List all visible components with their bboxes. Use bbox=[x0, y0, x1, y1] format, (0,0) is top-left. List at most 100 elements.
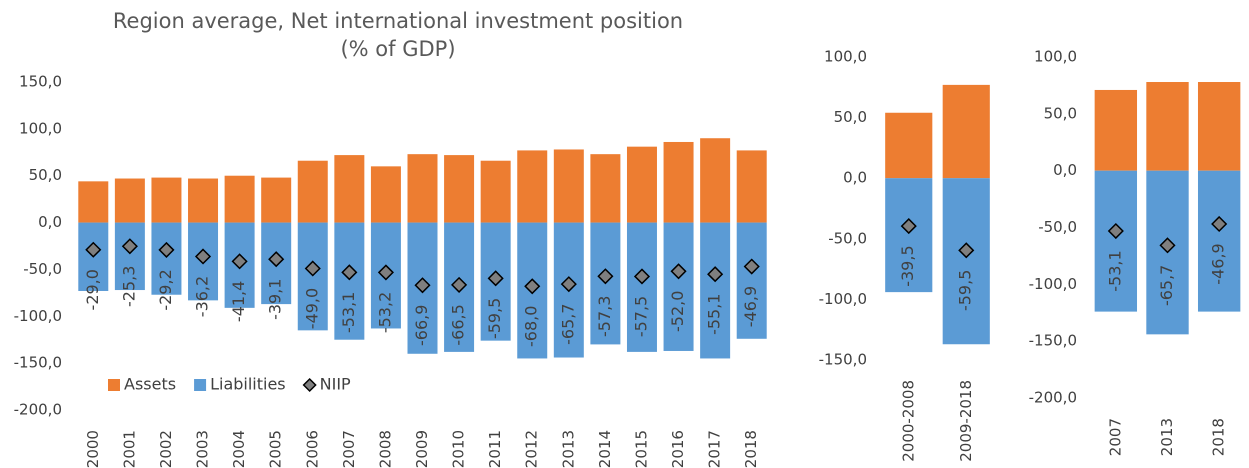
niip-marker bbox=[487, 270, 504, 287]
bar bbox=[370, 166, 401, 223]
bar bbox=[224, 175, 255, 223]
bar bbox=[700, 222, 731, 359]
data-label: -46,9 bbox=[1209, 243, 1228, 284]
niip-marker bbox=[670, 263, 687, 280]
niip-marker bbox=[900, 218, 917, 235]
niip-marker bbox=[743, 258, 760, 275]
legend-label: Liabilities bbox=[210, 375, 286, 394]
bar bbox=[885, 178, 933, 293]
bar bbox=[151, 222, 182, 295]
x-tick-label: 2000 bbox=[84, 430, 102, 468]
bar bbox=[626, 222, 657, 352]
niip-marker bbox=[268, 251, 285, 268]
y-tick-label: -100,0 bbox=[819, 290, 867, 308]
data-label: -59,5 bbox=[485, 298, 504, 339]
bar bbox=[334, 222, 365, 340]
niip-marker bbox=[1107, 222, 1124, 240]
y-tick-label: 0,0 bbox=[1053, 161, 1077, 179]
x-tick-label: 2007 bbox=[340, 430, 358, 468]
niip-marker bbox=[958, 242, 975, 259]
bar bbox=[480, 160, 511, 223]
x-tick-label: 2009-2018 bbox=[957, 380, 975, 462]
bar bbox=[114, 178, 145, 223]
y-tick-label: -200,0 bbox=[14, 401, 62, 419]
bar bbox=[942, 84, 990, 179]
legend-swatch bbox=[194, 379, 207, 391]
data-label: -29,2 bbox=[156, 269, 175, 310]
x-tick-label: 2009 bbox=[413, 430, 431, 468]
data-label: -68,0 bbox=[522, 306, 541, 347]
x-tick-label: 2005 bbox=[267, 430, 285, 468]
y-tick-label: 50,0 bbox=[1044, 104, 1077, 122]
niip-marker bbox=[158, 241, 175, 258]
chart-title: (% of GDP) bbox=[340, 37, 455, 61]
legend-swatch bbox=[108, 379, 120, 391]
niip-marker bbox=[597, 268, 614, 285]
y-tick-label: 100,0 bbox=[19, 119, 62, 137]
x-tick-label: 2012 bbox=[523, 430, 541, 468]
niip-marker bbox=[414, 277, 431, 294]
data-label: -53,2 bbox=[375, 292, 394, 333]
niip-marker bbox=[560, 276, 577, 293]
bar bbox=[407, 154, 438, 223]
bar bbox=[188, 178, 219, 223]
x-tick-label: 2006 bbox=[303, 430, 321, 468]
y-tick-label: 150,0 bbox=[19, 73, 62, 91]
niip-marker bbox=[1211, 215, 1228, 233]
data-label: -36,2 bbox=[193, 276, 212, 317]
x-tick-label: 2014 bbox=[596, 430, 614, 468]
y-tick-label: 100,0 bbox=[824, 48, 867, 66]
bar bbox=[1197, 82, 1241, 171]
x-tick-label: 2004 bbox=[230, 430, 248, 468]
y-tick-label: -150,0 bbox=[819, 351, 867, 369]
y-tick-label: 100,0 bbox=[1034, 48, 1077, 66]
niip-marker bbox=[451, 276, 468, 293]
bar bbox=[663, 222, 694, 351]
data-label: -46,9 bbox=[741, 286, 760, 327]
y-tick-label: 0,0 bbox=[843, 169, 867, 187]
bar bbox=[626, 146, 657, 223]
bar bbox=[151, 177, 182, 223]
x-tick-label: 2016 bbox=[669, 430, 687, 468]
bar bbox=[590, 154, 621, 223]
y-tick-label: -50,0 bbox=[1038, 218, 1077, 236]
niip-marker bbox=[707, 266, 724, 283]
bar bbox=[114, 222, 145, 291]
x-tick-label: 2010 bbox=[450, 430, 468, 468]
x-tick-label: 2001 bbox=[120, 430, 138, 468]
bar bbox=[1094, 89, 1138, 171]
legend-marker bbox=[302, 377, 317, 393]
x-tick-label: 2007 bbox=[1106, 418, 1124, 456]
y-tick-label: -100,0 bbox=[14, 307, 62, 325]
bar bbox=[517, 150, 548, 223]
x-tick-label: 2000-2008 bbox=[899, 380, 917, 462]
data-label: -59,5 bbox=[956, 270, 975, 311]
data-label: -53,1 bbox=[339, 292, 358, 333]
x-tick-label: 2011 bbox=[486, 430, 504, 468]
bar bbox=[736, 150, 767, 223]
data-label: -57,5 bbox=[631, 296, 650, 337]
bar bbox=[444, 155, 475, 223]
chart-title: Region average, Net international invest… bbox=[113, 9, 683, 33]
y-tick-label: -150,0 bbox=[1029, 332, 1077, 350]
x-tick-label: 2017 bbox=[706, 430, 724, 468]
niip-marker bbox=[377, 264, 394, 281]
y-tick-label: -150,0 bbox=[14, 354, 62, 372]
x-tick-label: 2015 bbox=[632, 430, 650, 468]
data-label: -39,5 bbox=[898, 245, 917, 286]
niip-marker bbox=[304, 260, 321, 277]
data-label: -39,1 bbox=[266, 279, 285, 320]
bar bbox=[1197, 170, 1241, 312]
bar bbox=[1146, 82, 1189, 171]
data-label: -66,5 bbox=[449, 304, 468, 345]
bar bbox=[1094, 170, 1138, 312]
data-label: -65,7 bbox=[1157, 265, 1176, 306]
bar bbox=[334, 155, 365, 223]
niip-marker bbox=[121, 238, 138, 255]
bar bbox=[885, 112, 933, 179]
bar bbox=[942, 178, 990, 345]
data-label: -66,9 bbox=[412, 305, 431, 346]
x-tick-label: 2008 bbox=[376, 430, 394, 468]
x-tick-label: 2013 bbox=[1158, 418, 1176, 456]
